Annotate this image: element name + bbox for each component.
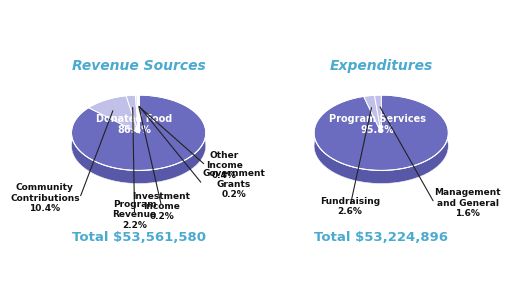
Polygon shape	[72, 95, 206, 171]
Text: Program
Revenue
2.2%: Program Revenue 2.2%	[113, 200, 157, 230]
Text: Total $53,561,580: Total $53,561,580	[72, 231, 206, 244]
Text: Government
Grants
0.2%: Government Grants 0.2%	[203, 169, 265, 199]
Polygon shape	[138, 95, 139, 133]
Polygon shape	[314, 95, 449, 183]
Text: Donated Food
86.6%: Donated Food 86.6%	[96, 114, 173, 135]
Polygon shape	[137, 95, 139, 133]
Polygon shape	[138, 95, 139, 108]
Polygon shape	[89, 96, 126, 121]
Polygon shape	[364, 95, 374, 109]
Polygon shape	[135, 95, 137, 108]
Polygon shape	[135, 95, 139, 133]
Polygon shape	[314, 108, 449, 183]
Polygon shape	[72, 95, 206, 183]
Text: Community
Contributions
10.4%: Community Contributions 10.4%	[10, 183, 80, 213]
Text: Management
and General
1.6%: Management and General 1.6%	[435, 188, 501, 218]
Text: Program Services
95.8%: Program Services 95.8%	[329, 114, 425, 135]
Text: Total $53,224,896: Total $53,224,896	[314, 231, 448, 244]
Polygon shape	[314, 95, 449, 171]
Polygon shape	[126, 95, 139, 133]
Text: Fundraising
2.6%: Fundraising 2.6%	[320, 197, 380, 216]
Polygon shape	[374, 95, 381, 133]
Polygon shape	[126, 95, 135, 109]
Text: Expenditures: Expenditures	[330, 59, 433, 73]
Text: Investment
Income
0.2%: Investment Income 0.2%	[133, 191, 190, 221]
Polygon shape	[89, 96, 139, 133]
Polygon shape	[374, 95, 381, 108]
Text: Revenue Sources: Revenue Sources	[72, 59, 205, 73]
Polygon shape	[72, 108, 206, 183]
Text: Other
Income
0.4%: Other Income 0.4%	[206, 151, 243, 181]
Polygon shape	[364, 95, 381, 133]
Polygon shape	[137, 95, 138, 108]
